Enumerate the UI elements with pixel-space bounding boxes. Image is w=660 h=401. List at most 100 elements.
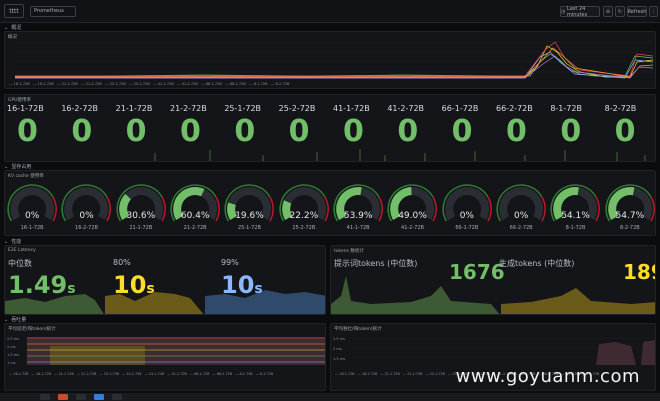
overview-timeseries-panel[interactable]: 概况 — 16-1-72B — 16-2-72B — 21-1-72B — 21… <box>4 31 656 89</box>
gpu-usage-panel[interactable]: GPU使用率 16-1-72B 0 16-2-72B 0 21-1-72B 0 21-2-7… <box>4 94 656 162</box>
gauge-fill <box>607 187 635 220</box>
overview-legend: — 16-1-72B — 16-2-72B — 21-1-72B — 21-2-… <box>9 82 290 86</box>
row-gauges[interactable]: ⌄ 显存占用 <box>4 163 31 171</box>
gauge-label: 16-2-72B <box>75 225 98 231</box>
gen-tokens-label: 生成tokens (中位数) <box>499 259 575 268</box>
clock-icon: ◷ <box>561 8 567 15</box>
taskbar-app-icon[interactable] <box>94 394 104 400</box>
gpu-stat-name: 25-1-72B <box>224 104 262 113</box>
row-overview[interactable]: ⌄ 概况 <box>4 24 21 32</box>
more-icon[interactable]: ⋮ <box>649 6 658 17</box>
svg-text:1 ms: 1 ms <box>7 361 16 365</box>
time-range-picker[interactable]: ◷ Last 24 minutes <box>560 6 600 18</box>
gauge-value: 54.1% <box>561 211 590 221</box>
gpu-stat-value: 0 <box>560 114 582 149</box>
svg-text:1.5 ms: 1.5 ms <box>7 353 19 357</box>
gpu-panel-title: GPU使用率 <box>8 98 31 103</box>
kv-cache-gauge <box>116 184 166 222</box>
svg-text:2.5 ms: 2.5 ms <box>7 337 19 341</box>
kv-cache-gauge <box>7 184 57 222</box>
taskbar-app-icon[interactable] <box>112 394 122 400</box>
gauge-threshold-arc <box>52 196 57 222</box>
kv-cache-gauge <box>605 184 655 222</box>
svg-text:2 ms: 2 ms <box>333 347 342 351</box>
row-latency[interactable]: ⌄ 性能 <box>4 238 22 246</box>
gpu-stat-name: 66-2-72B <box>496 104 533 113</box>
gauge-label: 16-1-72B <box>20 225 44 231</box>
taskbar-app-icon[interactable] <box>76 394 86 400</box>
avg-throughput-chart: 2.5 ms 2 ms 1.5 ms <box>333 337 655 365</box>
gauge-threshold-arc <box>333 184 380 222</box>
gpu-stat-name: 8-2-72B <box>604 104 637 113</box>
gauge-threshold-arc <box>279 184 326 222</box>
gauge-value: 19.6% <box>235 211 264 221</box>
gauge-value: 0% <box>459 211 474 221</box>
tokens-panel-title: tokens 数统计 <box>334 249 364 254</box>
refresh-icon-button[interactable]: ↻ <box>615 6 625 17</box>
svg-text:2.5 ms: 2.5 ms <box>333 337 345 341</box>
gauge-label: 41-1-72B <box>346 225 370 231</box>
zoom-out-button[interactable]: ⊖ <box>603 6 613 17</box>
gauge-value: 0% <box>25 211 40 221</box>
tokens-sparkline <box>331 276 655 314</box>
gauge-fill <box>553 187 580 220</box>
gauge-label: 25-2-72B <box>292 225 316 231</box>
gpu-stat-value: 0 <box>71 114 93 149</box>
kv-cache-gauge <box>61 184 112 222</box>
kv-cache-gauge <box>442 184 492 222</box>
gauge-threshold-arc <box>442 184 489 222</box>
gauge-threshold-arc <box>595 196 601 222</box>
gpu-stat-value: 0 <box>614 114 636 149</box>
gauge-value: 49.0% <box>398 211 427 221</box>
taskbar-app-icon[interactable] <box>58 394 68 400</box>
avg-throughput-panel[interactable]: 平均吞吐(每token)统计 2.5 ms 2 ms 1.5 ms — 16-1-7… <box>330 323 656 391</box>
refresh-button[interactable]: Refresh <box>627 6 647 17</box>
watermark: www.goyuanm.com <box>455 366 640 387</box>
p99-unit: s <box>254 281 263 297</box>
p80-value: 10s <box>113 273 155 297</box>
zoom-out-icon: ⊖ <box>605 8 611 15</box>
datasource-select[interactable]: Prometheus <box>30 5 76 17</box>
gauge-label: 25-1-72B <box>238 225 261 231</box>
gauge-label: 41-2-72B <box>401 225 424 231</box>
row-title-throughput: 吞吐量 <box>11 317 27 323</box>
gpu-stat-value: 0 <box>506 114 527 149</box>
refresh-icon: ↻ <box>617 8 623 15</box>
kv-cache-panel[interactable]: KV cache 使用率 0% 16-1-72B 0% 16-2-72B 30.6% 21… <box>4 170 656 236</box>
row-throughput[interactable]: ⌄ 吞吐量 <box>4 316 27 324</box>
gauge-value: 60.4% <box>180 211 210 221</box>
gen-tokens-value: 189 <box>623 260 655 284</box>
grafana-logo[interactable]: tttt <box>4 4 24 18</box>
chevron-down-icon: ⌄ <box>4 24 9 31</box>
avg-latency-panel[interactable]: 平均延迟(每token)统计 2.5 ms 2 ms 1.5 ms 1 ms — 1… <box>4 323 326 391</box>
gpu-stat-value: 0 <box>234 114 256 149</box>
median-label: 中位数 <box>8 259 32 268</box>
gpu-stat-value: 0 <box>125 114 147 149</box>
chevron-down-icon: ⌄ <box>4 163 9 170</box>
gpu-stat-name: 66-1-72B <box>441 104 479 113</box>
avg-latency-title: 平均延迟(每token)统计 <box>8 327 56 332</box>
gauge-value: 22.2% <box>289 211 319 221</box>
chevron-down-icon: ⌄ <box>4 238 9 245</box>
gauge-threshold-arc <box>387 184 434 222</box>
tokens-panel[interactable]: tokens 数统计 提示词tokens (中位数) 1676 生成tokens… <box>330 245 656 315</box>
prompt-tokens-value: 1676 <box>449 260 505 284</box>
avg-latency-chart: 2.5 ms 2 ms 1.5 ms 1 ms <box>7 337 325 365</box>
gauge-threshold-arc <box>7 184 54 222</box>
gpu-stat-value: 0 <box>180 114 201 149</box>
taskbar-app-icon[interactable] <box>40 394 50 400</box>
gauge-threshold-arc <box>541 196 546 222</box>
gauge-fill <box>336 187 362 220</box>
gauge-threshold-arc <box>323 196 329 222</box>
gpu-stat-value: 0 <box>343 114 364 149</box>
gauge-threshold-arc <box>605 184 652 222</box>
svg-text:1.5 ms: 1.5 ms <box>333 357 345 361</box>
gauge-threshold-arc <box>106 196 112 222</box>
gauge-threshold-arc <box>378 196 383 222</box>
median-unit: s <box>67 281 76 297</box>
latency-panel[interactable]: E2E Latency 中位数 1.49s 80% 10s 99% 10s <box>4 245 326 315</box>
row-title-latency: 性能 <box>11 239 22 245</box>
avg-throughput-legend: — 16-1-72B — 16-2-72B — 21-1-72B — 21-2-… <box>335 372 600 376</box>
gauge-threshold-arc <box>550 184 597 222</box>
gpu-stat-name: 16-2-72B <box>61 104 99 113</box>
